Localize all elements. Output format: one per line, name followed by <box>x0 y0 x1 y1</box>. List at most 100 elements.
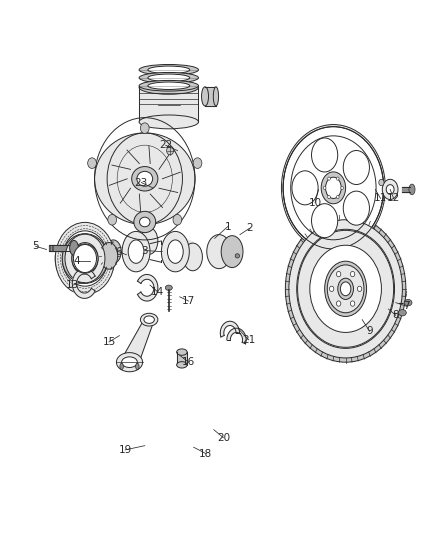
Ellipse shape <box>350 271 355 277</box>
Ellipse shape <box>310 245 381 333</box>
Ellipse shape <box>399 310 406 316</box>
Ellipse shape <box>165 285 172 290</box>
Ellipse shape <box>207 235 231 269</box>
Ellipse shape <box>183 243 202 271</box>
Ellipse shape <box>350 301 355 306</box>
Ellipse shape <box>328 177 330 180</box>
Polygon shape <box>139 87 198 122</box>
Ellipse shape <box>177 349 187 356</box>
Text: 5: 5 <box>32 241 39 251</box>
Ellipse shape <box>139 80 198 91</box>
Ellipse shape <box>70 240 78 255</box>
Ellipse shape <box>282 125 385 251</box>
Ellipse shape <box>336 301 341 306</box>
Ellipse shape <box>177 362 187 368</box>
Ellipse shape <box>404 300 412 306</box>
Ellipse shape <box>341 186 343 189</box>
Ellipse shape <box>323 186 326 189</box>
Text: 8: 8 <box>392 310 399 320</box>
Ellipse shape <box>325 177 341 198</box>
Ellipse shape <box>340 282 351 296</box>
Ellipse shape <box>55 226 115 291</box>
Ellipse shape <box>338 278 353 300</box>
Ellipse shape <box>139 80 198 94</box>
Text: 19: 19 <box>119 445 132 455</box>
Text: 10: 10 <box>308 198 321 208</box>
Ellipse shape <box>62 233 108 284</box>
Text: 13: 13 <box>66 280 79 290</box>
Text: 16: 16 <box>182 357 195 367</box>
Ellipse shape <box>292 171 318 205</box>
Ellipse shape <box>336 271 341 277</box>
Ellipse shape <box>297 230 394 348</box>
Ellipse shape <box>193 158 202 168</box>
Ellipse shape <box>141 228 158 254</box>
Polygon shape <box>72 269 95 298</box>
Polygon shape <box>120 320 154 362</box>
Ellipse shape <box>100 243 118 269</box>
Ellipse shape <box>108 214 117 225</box>
Ellipse shape <box>148 82 190 90</box>
Text: 21: 21 <box>242 335 255 345</box>
Ellipse shape <box>140 217 150 227</box>
Ellipse shape <box>72 244 98 273</box>
Ellipse shape <box>72 243 98 274</box>
Ellipse shape <box>74 245 96 272</box>
Text: 18: 18 <box>199 449 212 458</box>
Text: 12: 12 <box>387 193 400 204</box>
Ellipse shape <box>148 74 190 82</box>
Ellipse shape <box>122 231 150 272</box>
Ellipse shape <box>173 214 182 225</box>
Ellipse shape <box>213 87 219 106</box>
Polygon shape <box>49 245 71 251</box>
Ellipse shape <box>134 212 155 232</box>
Ellipse shape <box>327 265 364 313</box>
Ellipse shape <box>325 261 367 317</box>
Ellipse shape <box>343 191 369 225</box>
Polygon shape <box>174 236 193 245</box>
Ellipse shape <box>128 240 144 263</box>
Text: 23: 23 <box>134 177 148 188</box>
Text: 17: 17 <box>182 296 195 306</box>
Ellipse shape <box>386 184 394 194</box>
Ellipse shape <box>311 204 338 238</box>
Ellipse shape <box>139 64 198 75</box>
Ellipse shape <box>65 234 105 283</box>
Ellipse shape <box>139 115 198 129</box>
Ellipse shape <box>132 166 158 191</box>
Ellipse shape <box>144 316 154 324</box>
Polygon shape <box>220 321 240 337</box>
Text: 7: 7 <box>403 301 410 311</box>
Text: 9: 9 <box>366 326 373 336</box>
Ellipse shape <box>88 158 96 168</box>
Ellipse shape <box>235 254 240 258</box>
Ellipse shape <box>409 184 415 195</box>
Ellipse shape <box>382 179 398 199</box>
Text: 1: 1 <box>224 222 231 232</box>
Ellipse shape <box>336 196 339 199</box>
Text: 6: 6 <box>115 247 122 256</box>
Ellipse shape <box>137 171 152 186</box>
Ellipse shape <box>221 236 243 268</box>
Ellipse shape <box>55 222 115 295</box>
Polygon shape <box>205 87 216 106</box>
Ellipse shape <box>148 66 190 74</box>
Text: 22: 22 <box>159 140 173 150</box>
Ellipse shape <box>336 177 339 180</box>
Ellipse shape <box>379 179 384 185</box>
Text: 11: 11 <box>374 193 387 204</box>
Ellipse shape <box>343 150 369 184</box>
Ellipse shape <box>311 138 338 172</box>
Ellipse shape <box>201 87 208 106</box>
Ellipse shape <box>161 231 189 272</box>
Text: 15: 15 <box>102 337 116 347</box>
Ellipse shape <box>139 72 198 83</box>
Ellipse shape <box>106 240 121 263</box>
Polygon shape <box>138 274 158 301</box>
Ellipse shape <box>62 231 108 286</box>
Ellipse shape <box>117 353 143 372</box>
Ellipse shape <box>283 128 384 248</box>
Ellipse shape <box>321 172 346 204</box>
Ellipse shape <box>297 229 395 349</box>
Text: 3: 3 <box>141 246 148 255</box>
